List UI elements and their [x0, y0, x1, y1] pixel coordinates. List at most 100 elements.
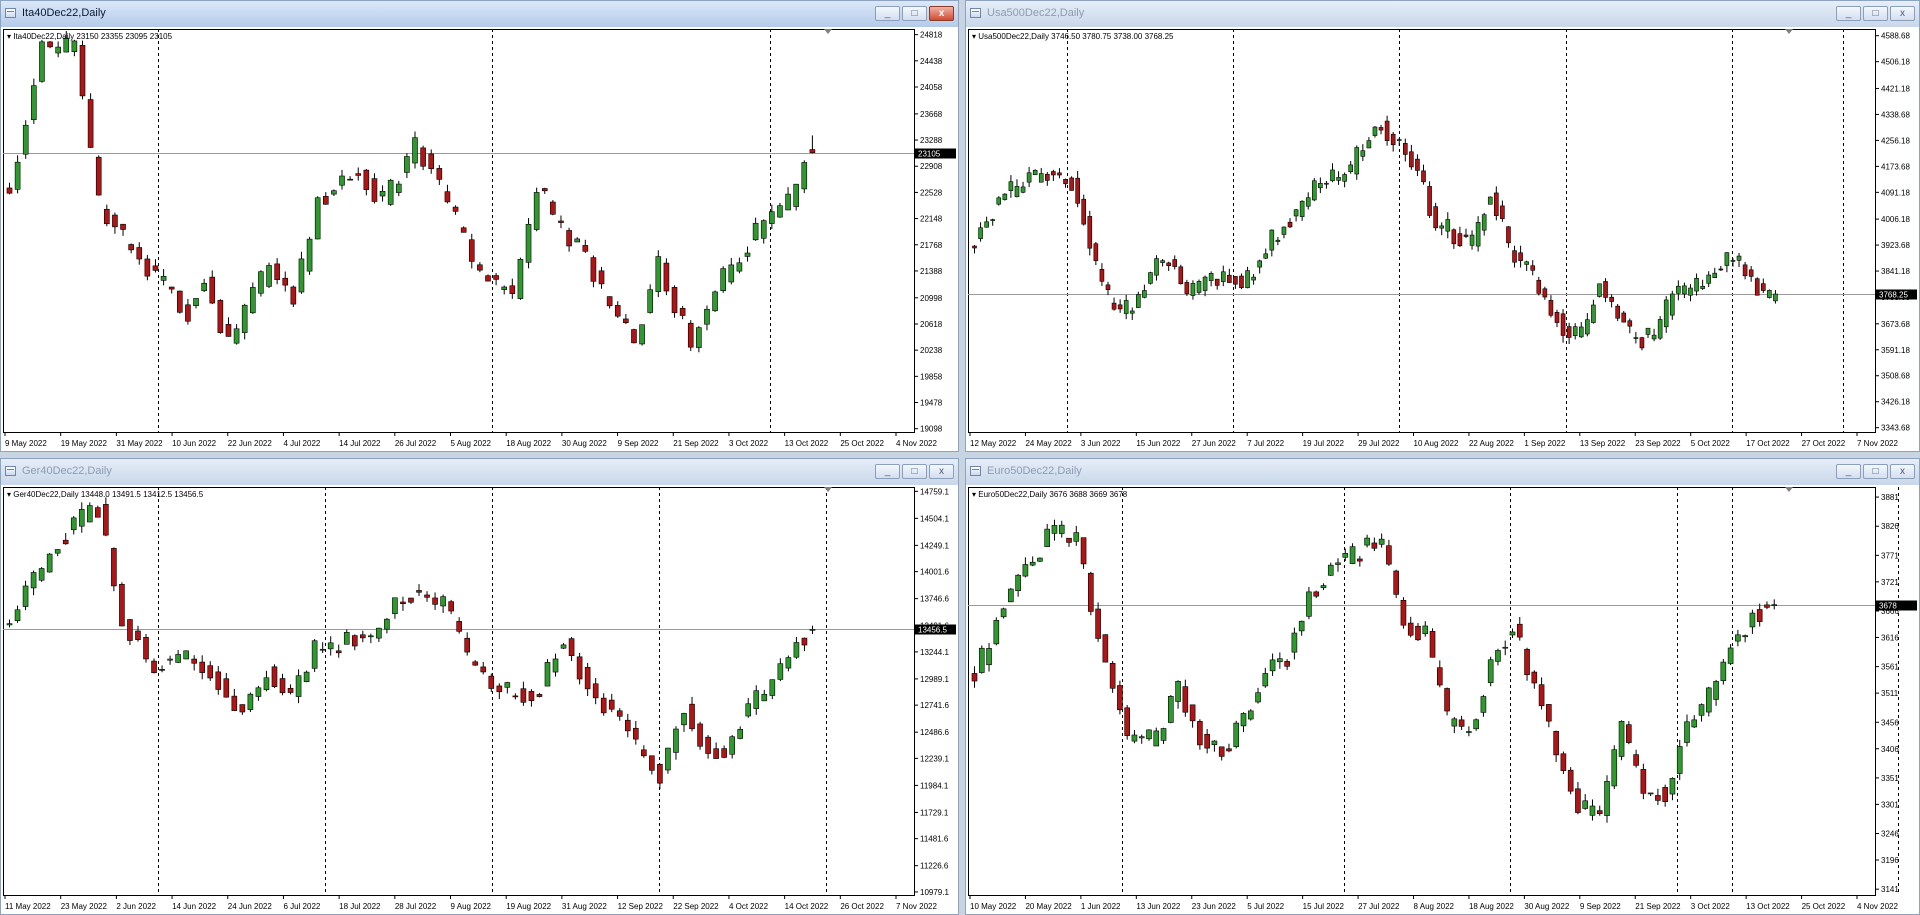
- bull-candle: [1233, 722, 1240, 748]
- price-axis-label: 19478: [920, 399, 943, 408]
- date-axis-label: 8 Aug 2022: [1414, 902, 1455, 911]
- bull-candle: [1487, 659, 1494, 683]
- bear-candle: [1069, 177, 1074, 191]
- bull-candle: [1691, 719, 1698, 728]
- price-axis-label: 14759.1: [920, 487, 949, 496]
- minimize-button[interactable]: _: [1836, 6, 1861, 21]
- bull-candle: [31, 85, 37, 121]
- date-axis-label: 14 Jul 2022: [339, 439, 381, 448]
- bull-candle: [1676, 746, 1683, 774]
- price-axis-label: 14249.1: [920, 541, 949, 550]
- bear-candle: [1560, 313, 1566, 336]
- maximize-button[interactable]: □: [1863, 6, 1888, 21]
- date-axis-label: 10 Aug 2022: [1414, 439, 1459, 448]
- date-axis-label: 10 May 2022: [970, 902, 1017, 911]
- bear-candle: [363, 169, 370, 190]
- bull-candle: [1240, 713, 1247, 727]
- bear-candle: [127, 619, 133, 641]
- bull-candle: [736, 262, 743, 272]
- maximize-button[interactable]: □: [1863, 464, 1888, 479]
- bull-candle: [319, 648, 326, 651]
- minimize-button[interactable]: _: [1836, 464, 1861, 479]
- bear-candle: [520, 688, 527, 703]
- bear-candle: [104, 208, 110, 225]
- price-axis-label: 13244.1: [920, 648, 949, 657]
- bear-candle: [225, 324, 232, 337]
- window-titlebar[interactable]: Euro50Dec22,Daily _ □ x: [966, 459, 1919, 485]
- bear-candle: [801, 637, 808, 646]
- bull-candle: [760, 220, 767, 239]
- current-price-label: 3678: [1879, 602, 1897, 611]
- bull-candle: [720, 268, 726, 291]
- bull-candle: [387, 179, 394, 205]
- price-axis-label: 4173.68: [1881, 162, 1910, 171]
- bear-candle: [657, 763, 663, 784]
- bull-candle: [1480, 696, 1487, 713]
- bear-candle: [1189, 704, 1196, 722]
- minimize-button[interactable]: _: [875, 464, 900, 479]
- window-titlebar[interactable]: Ger40Dec22,Daily _ □ x: [1, 459, 958, 485]
- bear-candle: [207, 665, 214, 679]
- bull-candle: [1604, 781, 1610, 816]
- bull-candle: [777, 663, 784, 680]
- date-axis-label: 7 Nov 2022: [896, 902, 937, 911]
- bull-candle: [160, 275, 167, 281]
- date-axis-label: 23 Jun 2022: [1192, 902, 1237, 911]
- bear-candle: [689, 703, 695, 730]
- bear-candle: [1575, 788, 1581, 813]
- close-button[interactable]: x: [929, 464, 954, 479]
- bear-candle: [1609, 296, 1614, 302]
- chart-window-ita40[interactable]: Ita40Dec22,Daily _ □ x 24818 24438 24058 23…: [0, 0, 959, 452]
- bull-candle: [1749, 612, 1756, 628]
- maximize-button[interactable]: □: [902, 6, 927, 21]
- price-axis-label: 24818: [920, 31, 943, 40]
- chart-background: [966, 27, 1919, 451]
- bear-candle: [631, 329, 637, 344]
- price-chart[interactable]: 14759.114504.114249.114001.613746.613491…: [1, 485, 958, 914]
- maximize-button[interactable]: □: [902, 464, 927, 479]
- minimize-button[interactable]: _: [875, 6, 900, 21]
- chart-window-usa500[interactable]: Usa500Dec22,Daily _ □ x 4588.68 4506.18 44…: [965, 0, 1920, 452]
- price-chart[interactable]: 3881 3826 3771 3721 3666 3616 3561 3511 3456 3406…: [966, 485, 1919, 914]
- price-axis-label: 12741.6: [920, 701, 949, 710]
- window-splitter-horizontal[interactable]: [0, 452, 1920, 458]
- bull-candle: [1578, 326, 1584, 338]
- chart-header-label: ▾ Usa500Dec22,Daily 3746.50 3780.75 3738…: [972, 32, 1174, 41]
- bear-candle: [128, 244, 134, 251]
- window-titlebar[interactable]: Usa500Dec22,Daily _ □ x: [966, 1, 1919, 27]
- price-axis-label: 20618: [920, 320, 943, 329]
- bull-candle: [1148, 272, 1153, 284]
- price-chart[interactable]: 24818 24438 24058 23668 23288 22908 22528 22148…: [1, 27, 958, 451]
- bull-candle: [1487, 196, 1493, 205]
- bull-candle: [1311, 180, 1317, 201]
- chart-window-euro50[interactable]: Euro50Dec22,Daily _ □ x 3881 3826 3771 3721…: [965, 458, 1920, 915]
- close-button[interactable]: x: [1890, 6, 1915, 21]
- bear-candle: [1603, 281, 1608, 298]
- price-axis-label: 3591.18: [1881, 346, 1910, 355]
- date-axis-label: 9 May 2022: [5, 439, 47, 448]
- bear-candle: [95, 507, 101, 518]
- close-button[interactable]: x: [1890, 464, 1915, 479]
- bull-candle: [745, 703, 752, 717]
- bull-candle: [1342, 174, 1347, 182]
- chart-window-ger40[interactable]: Ger40Dec22,Daily _ □ x 14759.1 14504.1 142…: [0, 458, 959, 915]
- close-button[interactable]: x: [929, 6, 954, 21]
- bull-candle: [295, 675, 302, 697]
- bull-candle: [14, 609, 21, 622]
- window-titlebar[interactable]: Ita40Dec22,Daily _ □ x: [1, 1, 958, 27]
- bear-candle: [493, 275, 499, 280]
- price-axis-label: 14504.1: [920, 514, 949, 523]
- bull-candle: [1676, 285, 1681, 294]
- bear-candle: [679, 308, 686, 316]
- price-axis-label: 3141: [1881, 885, 1899, 894]
- bear-candle: [536, 694, 543, 697]
- bear-candle: [1516, 623, 1523, 638]
- bear-candle: [217, 300, 224, 333]
- price-chart[interactable]: 4588.68 4506.18 4421.18 4338.68 4256.18 4173.…: [966, 27, 1919, 451]
- date-axis-label: 3 Oct 2022: [1691, 902, 1731, 911]
- price-axis-label: 24058: [920, 83, 943, 92]
- bull-candle: [331, 190, 337, 195]
- bull-candle: [737, 729, 744, 739]
- bull-candle: [440, 596, 446, 607]
- date-axis-label: 15 Jun 2022: [1136, 439, 1181, 448]
